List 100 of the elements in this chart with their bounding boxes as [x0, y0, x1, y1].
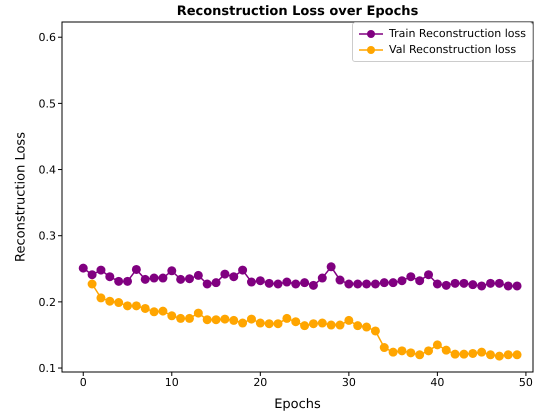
point — [388, 278, 398, 288]
point — [406, 348, 416, 358]
point — [194, 308, 203, 318]
point — [238, 318, 248, 328]
y-tick-label: 0.3 — [38, 230, 56, 243]
point — [140, 274, 150, 284]
point — [326, 320, 336, 330]
point — [477, 281, 486, 290]
point — [202, 315, 212, 324]
point — [362, 322, 372, 332]
x-tick-label: 30 — [342, 376, 356, 389]
point — [415, 276, 424, 286]
point — [486, 350, 496, 360]
x-tick-label: 0 — [80, 376, 87, 389]
point — [123, 301, 132, 310]
point — [442, 280, 451, 290]
point — [353, 321, 362, 330]
point — [282, 278, 292, 287]
point — [256, 276, 265, 286]
point — [246, 314, 256, 324]
y-axis-title: Reconstruction Loss — [14, 132, 29, 262]
point — [353, 280, 362, 289]
point — [96, 293, 106, 302]
point — [370, 280, 380, 289]
x-tick-label: 50 — [518, 376, 533, 389]
y-tick-label: 0.5 — [38, 97, 56, 110]
point — [504, 281, 513, 290]
point — [274, 280, 283, 289]
point — [78, 264, 88, 273]
point — [184, 274, 194, 284]
point — [202, 280, 212, 289]
point — [442, 346, 451, 355]
point — [326, 262, 336, 272]
point — [105, 296, 114, 306]
point — [167, 266, 176, 276]
point — [335, 276, 344, 285]
point — [220, 270, 230, 279]
x-axis-title: Epochs — [274, 397, 322, 412]
legend-label: Train Reconstruction loss — [389, 26, 526, 42]
point — [300, 321, 310, 330]
point — [194, 270, 203, 280]
point — [132, 264, 141, 274]
point — [114, 298, 124, 308]
point — [459, 350, 468, 359]
point — [512, 281, 522, 290]
point — [158, 274, 168, 283]
point — [459, 278, 468, 288]
point — [176, 314, 186, 323]
point — [415, 350, 424, 360]
point — [229, 272, 238, 282]
point — [450, 278, 460, 288]
point — [88, 280, 97, 289]
point — [88, 270, 97, 280]
point — [238, 266, 248, 275]
point — [477, 348, 486, 357]
point — [132, 301, 141, 310]
point — [264, 278, 274, 288]
point — [308, 319, 318, 328]
point — [158, 306, 168, 316]
y-tick-label: 0.4 — [38, 163, 56, 176]
point — [504, 350, 513, 360]
point — [344, 316, 354, 325]
point — [246, 278, 256, 287]
point — [424, 346, 434, 356]
point — [308, 280, 318, 290]
point — [176, 274, 186, 284]
point — [123, 276, 132, 286]
point — [388, 348, 398, 357]
y-tick-label: 0.6 — [38, 31, 56, 44]
point — [406, 272, 416, 282]
point — [274, 319, 283, 328]
point — [167, 311, 176, 320]
point — [370, 326, 380, 336]
point — [486, 278, 496, 288]
point — [397, 276, 406, 286]
point — [432, 280, 442, 289]
point — [220, 314, 230, 324]
point — [212, 278, 221, 288]
point — [512, 350, 522, 360]
point — [494, 352, 504, 361]
point — [212, 315, 221, 324]
point — [150, 274, 159, 283]
point — [282, 314, 292, 323]
point — [318, 274, 327, 283]
legend-label: Val Reconstruction loss — [389, 42, 516, 58]
point — [140, 304, 150, 313]
point — [494, 278, 504, 288]
point — [291, 280, 300, 289]
point — [468, 348, 478, 358]
chart-title: Reconstruction Loss over Epochs — [176, 4, 420, 19]
point — [362, 280, 372, 289]
point — [184, 314, 194, 323]
point — [380, 278, 389, 288]
point — [229, 316, 238, 325]
point — [397, 346, 406, 356]
y-tick-label: 0.2 — [38, 296, 56, 309]
point — [335, 320, 344, 330]
point — [105, 272, 114, 282]
point — [114, 276, 124, 286]
point — [150, 307, 159, 316]
